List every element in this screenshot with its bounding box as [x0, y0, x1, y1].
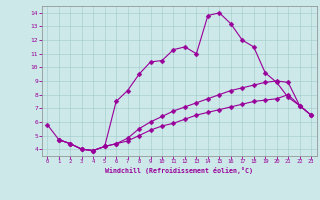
X-axis label: Windchill (Refroidissement éolien,°C): Windchill (Refroidissement éolien,°C): [105, 167, 253, 174]
